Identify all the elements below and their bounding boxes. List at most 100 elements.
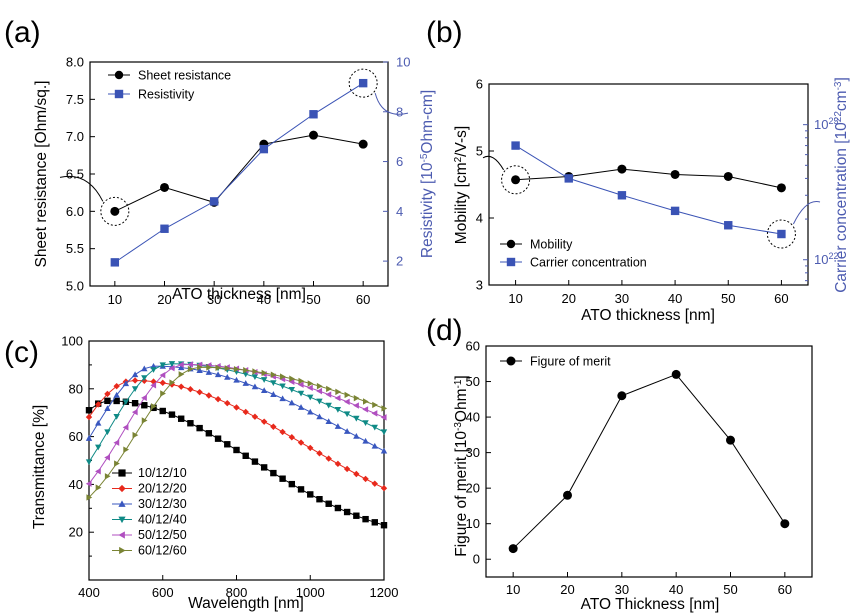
panel-c-data-point	[113, 397, 120, 405]
panel-c-y-tick-label: 100	[61, 334, 83, 349]
panel-d-data-point	[780, 519, 790, 529]
panel-d-y-tick-label: 0	[473, 552, 480, 567]
panel-b-x-tick-label: 30	[615, 291, 629, 306]
panel-a-y-left-tick-label: 5.5	[66, 241, 84, 256]
panel-c-data-point	[279, 383, 286, 390]
panel-c-data-point	[150, 403, 157, 410]
panel-c-legend-label: 50/12/50	[138, 528, 187, 542]
panel-c-data-point	[242, 408, 249, 416]
panel-c-data-point	[270, 469, 277, 477]
panel-a-y-right-tick-label: 6	[396, 154, 403, 169]
panel-a-y-right-label: Resistivity [10-5Ohm-cm]	[419, 90, 436, 258]
panel-c-data-point	[95, 401, 102, 408]
panel-b-y-left-tick-label: 3	[476, 278, 483, 293]
panel-c-data-point	[307, 380, 314, 387]
panel-c-data-point	[297, 486, 305, 493]
panel-d-y-tick-label: 10	[466, 516, 480, 531]
panel-c-data-point	[113, 382, 120, 390]
panel-c-x-tick-label: 1000	[296, 585, 325, 600]
panel-c-data-point	[224, 365, 231, 372]
panel-d-x-tick-label: 40	[669, 582, 683, 597]
panel-c-data-point	[325, 391, 332, 398]
panel-c-data-point	[141, 394, 147, 402]
panel-d-data-point	[563, 490, 572, 500]
panel-c-data-point	[233, 446, 240, 454]
panel-c-data-point	[353, 512, 360, 519]
panel-c-data-point	[242, 380, 249, 386]
panel-c-data-point	[380, 447, 388, 454]
panel-a-y-right-tick-label: 4	[396, 204, 403, 219]
panel-c-data-point	[113, 413, 120, 420]
panel-c-legend-marker	[118, 516, 126, 524]
panel-d-x-tick-label: 50	[723, 582, 737, 597]
panel-c-data-point	[159, 362, 166, 369]
panel-b-data-point	[564, 174, 573, 183]
panel-c-data-point	[131, 386, 139, 392]
panel-c-data-point	[224, 441, 231, 448]
panel-c-data-point	[353, 433, 360, 439]
panel-c-data-point	[260, 464, 268, 471]
panel-a-arrow	[374, 93, 409, 115]
panel-c-data-point	[297, 404, 305, 410]
panel-c-data-point	[177, 383, 185, 390]
panel-a-legend-label: Sheet resistance	[138, 69, 231, 83]
panel-c-data-point	[85, 459, 93, 466]
panel-b-series-line	[515, 145, 782, 235]
panel-c-data-point	[243, 367, 249, 374]
panel-c-legend-label: 10/12/10	[138, 466, 187, 480]
panel-c-data-point	[122, 399, 130, 406]
panel-a-data-point	[309, 130, 318, 140]
panel-c-data-point	[380, 485, 388, 492]
panel-c-data-point	[371, 442, 378, 449]
panel-c-data-point	[242, 371, 249, 378]
panel-c-data-point	[307, 394, 314, 401]
panel-a: (a) 10 20 30 40 50 60 5.0 5.5 6.0 6.5 7.0 7.5 8.0 2 4 6…	[4, 16, 436, 307]
panel-c-data-point	[325, 455, 332, 462]
panel-c-data-point	[307, 408, 314, 415]
panel-c-data-point	[297, 390, 305, 397]
panel-a-series-line	[114, 82, 364, 263]
panel-a-x-tick-label: 60	[356, 292, 370, 307]
panel-b-legend-marker	[506, 257, 516, 267]
panel-a-y-left-tick-label: 6.5	[66, 167, 84, 182]
panel-c-legend-marker	[118, 484, 126, 493]
panel-c-legend-label: 60/12/60	[138, 544, 187, 558]
panel-c-data-point	[343, 508, 351, 516]
panel-c-data-point	[325, 402, 332, 409]
panel-c-data-point	[177, 361, 184, 368]
panel-c-data-point	[252, 368, 259, 375]
panel-c-data-point	[307, 491, 314, 498]
panel-c-data-point	[325, 500, 332, 507]
panel-d-y-tick-label: 50	[466, 374, 480, 389]
panel-c-data-point	[104, 397, 111, 405]
panel-a-highlight-circle	[100, 196, 130, 226]
panel-d-data-point	[508, 544, 518, 554]
panel-c-data-point	[196, 424, 203, 432]
panel-d-legend-label: Figure of merit	[530, 355, 611, 369]
panel-c-data-point	[159, 379, 166, 387]
panel-c-x-tick-label: 400	[78, 585, 100, 600]
panel-c-data-point	[205, 369, 213, 375]
panel-c-data-point	[168, 411, 176, 418]
panel-b-arrow	[482, 155, 505, 171]
panel-d-x-tick-label: 20	[560, 582, 574, 597]
panel-c-y-label: Transmittance [%]	[31, 405, 48, 529]
panel-c-data-point	[131, 377, 139, 384]
panel-c-data-point	[104, 473, 111, 480]
panel-c-data-point	[353, 470, 360, 478]
panel-b-label: (b)	[426, 16, 463, 49]
panel-c-data-point	[334, 394, 341, 402]
panel-c-data-point	[159, 407, 166, 415]
panel-c-y-tick-label: 80	[69, 381, 83, 396]
panel-a-data-point	[110, 206, 120, 216]
panel-c-data-point	[214, 395, 222, 403]
panel-c-data-point	[353, 402, 359, 409]
panel-c-data-point	[307, 444, 314, 452]
panel-a-x-label: ATO thickness [nm]	[172, 286, 306, 303]
panel-a-data-point	[160, 224, 169, 233]
panel-b-plot-frame	[488, 83, 809, 286]
panel-c-legend-marker	[118, 500, 126, 507]
panel-c-data-point	[279, 395, 286, 402]
panel-c-data-point	[95, 484, 102, 491]
